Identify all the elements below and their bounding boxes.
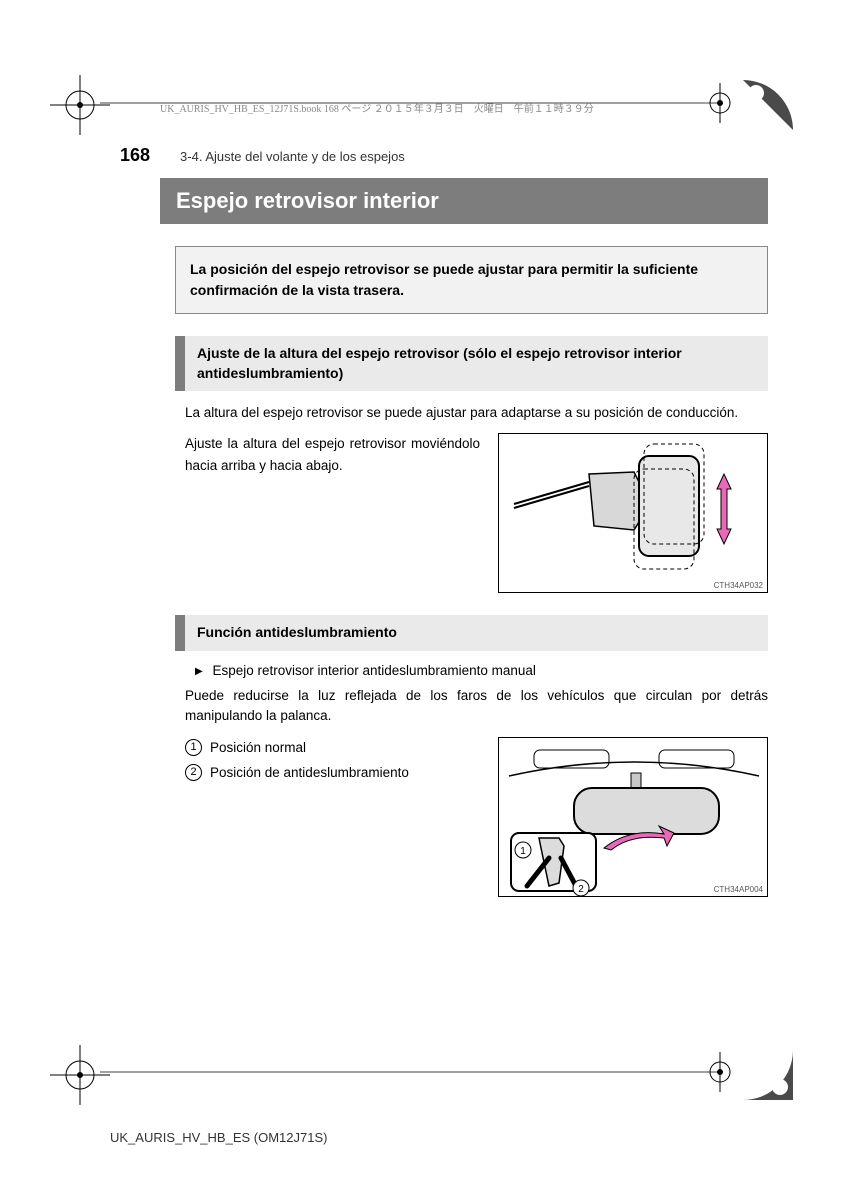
list-item: 1 Posición normal xyxy=(185,737,480,759)
intro-box: La posición del espejo retrovisor se pue… xyxy=(175,246,768,314)
body-text: La altura del espejo retrovisor se puede… xyxy=(185,403,768,423)
section-label: 3-4. Ajuste del volante y de los espejos xyxy=(180,149,405,164)
section-header-antiglare: Función antideslumbramiento xyxy=(175,615,768,651)
footer-doc-id: UK_AURIS_HV_HB_ES (OM12J71S) xyxy=(110,1130,327,1145)
section-header-height: Ajuste de la altura del espejo retroviso… xyxy=(175,336,768,391)
figure-mirror-height: CTH34AP032 xyxy=(498,433,768,593)
section-heading: Ajuste de la altura del espejo retroviso… xyxy=(185,336,768,391)
instruction-text: Ajuste la altura del espejo retrovisor m… xyxy=(185,433,480,476)
svg-text:2: 2 xyxy=(578,884,584,895)
circled-number-icon: 2 xyxy=(185,764,202,781)
item-label: Posición de antideslumbramiento xyxy=(210,762,409,784)
page-number: 168 xyxy=(120,145,150,166)
section-heading: Función antideslumbramiento xyxy=(185,615,768,651)
accent-bar xyxy=(175,336,185,391)
sub-label: Espejo retrovisor interior antideslumbra… xyxy=(212,663,535,678)
circled-number-icon: 1 xyxy=(185,739,202,756)
body-text: Puede reducirse la luz reflejada de los … xyxy=(185,686,768,727)
figure-caption: CTH34AP032 xyxy=(714,581,763,590)
book-metadata: UK_AURIS_HV_HB_ES_12J71S.book 168 ページ ２０… xyxy=(160,100,768,115)
page-title: Espejo retrovisor interior xyxy=(160,178,768,224)
svg-text:1: 1 xyxy=(520,846,526,857)
item-label: Posición normal xyxy=(210,737,306,759)
figure-caption: CTH34AP004 xyxy=(714,885,763,894)
content-row: Ajuste la altura del espejo retrovisor m… xyxy=(185,433,768,593)
page-content: UK_AURIS_HV_HB_ES_12J71S.book 168 ページ ２０… xyxy=(110,100,768,1100)
sub-bullet: ▶ Espejo retrovisor interior antideslumb… xyxy=(195,663,768,678)
page-header: 168 3-4. Ajuste del volante y de los esp… xyxy=(120,145,768,166)
list-item: 2 Posición de antideslumbramiento xyxy=(185,762,480,784)
triangle-icon: ▶ xyxy=(195,666,203,677)
figure-antiglare-lever: 1 2 CTH34AP004 xyxy=(498,737,768,897)
accent-bar xyxy=(175,615,185,651)
content-row: 1 Posición normal 2 Posición de antidesl… xyxy=(185,737,768,897)
